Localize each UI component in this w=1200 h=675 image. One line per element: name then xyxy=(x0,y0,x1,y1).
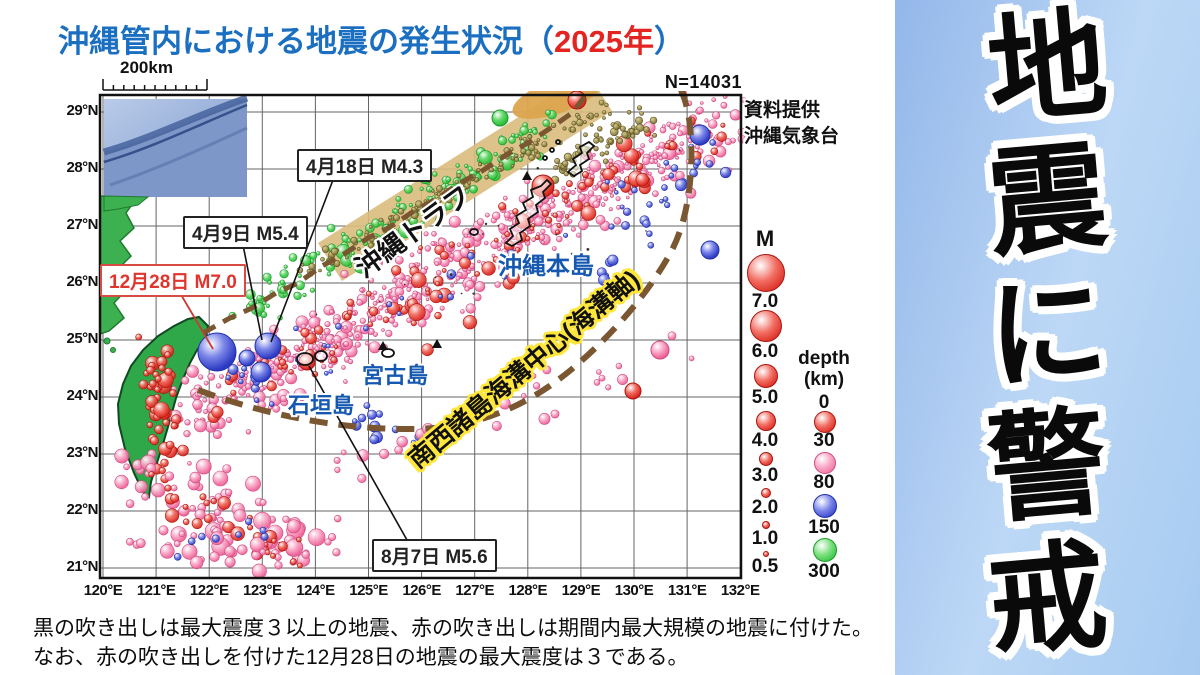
magnitude-legend-label: 6.0 xyxy=(751,341,779,362)
island-outlines xyxy=(296,139,596,366)
islet xyxy=(103,337,111,345)
depth-legend-label: 300 xyxy=(808,561,840,582)
lon-tick: 123°E xyxy=(243,582,282,599)
trench-axis-dashed-line xyxy=(196,91,695,433)
callout-leader-lines xyxy=(179,179,408,541)
lon-tick: 126°E xyxy=(402,582,441,599)
lon-tick: 130°E xyxy=(614,582,654,599)
credit-line: 沖縄気象台 xyxy=(744,126,840,147)
data-credit: 資料提供 沖縄気象台 xyxy=(744,98,839,150)
lon-tick: 125°E xyxy=(349,582,388,599)
alert-banner: 地震に警戒 xyxy=(895,0,1200,675)
magnitude-legend-circle xyxy=(756,411,776,431)
lon-tick: 124°E xyxy=(296,582,335,599)
lat-tick: 23°N xyxy=(66,444,98,461)
title-paren: ） xyxy=(653,24,685,59)
callout-apr9: 4月9日 M5.4 xyxy=(183,216,308,249)
depth-legend-label: 30 xyxy=(813,430,835,451)
scale-bar xyxy=(102,79,208,91)
caption-line: 黒の吹き出しは最大震度３以上の地震、赤の吹き出しは期間内最大規模の地震に付けた。 xyxy=(33,617,873,640)
lat-tick: 25°N xyxy=(66,330,98,347)
magnitude-legend-circle xyxy=(754,364,778,388)
ishigaki-island-label: 石垣島 xyxy=(288,393,355,418)
magnitude-legend-label: 5.0 xyxy=(751,387,779,408)
magnitude-legend-circle xyxy=(761,488,771,498)
scale-label: 200km xyxy=(120,58,173,77)
inset-map xyxy=(103,94,249,212)
lat-tick: 28°N xyxy=(66,159,98,176)
lon-tick: 122°E xyxy=(189,582,229,599)
title-year: 2025年 xyxy=(554,24,654,59)
callout-apr18: 4月18日 M4.3 xyxy=(297,149,433,182)
depth-legend-label: 0 xyxy=(818,392,830,413)
magnitude-legend-label: 2.0 xyxy=(751,497,779,518)
magnitude-legend-circle xyxy=(759,452,773,466)
lon-tick: 132°E xyxy=(720,582,760,599)
okinawa-trough-dashed-line xyxy=(201,93,588,336)
magnitude-legend-label: 7.0 xyxy=(751,291,779,312)
alert-banner-char: 戒 xyxy=(982,529,1112,671)
alert-banner-char: 警 xyxy=(982,396,1112,538)
magnitude-legend-label: 4.0 xyxy=(751,430,779,451)
magnitude-legend-label: 0.5 xyxy=(751,556,779,577)
lat-tick: 22°N xyxy=(66,501,98,518)
magnitude-legend-circle xyxy=(762,521,770,529)
depth-legend-label: 150 xyxy=(808,517,840,538)
lon-tick: 127°E xyxy=(455,582,494,599)
depth-legend-circle xyxy=(813,538,837,562)
title-paren: （ xyxy=(523,24,554,59)
miyako-island-label: 宮古島 xyxy=(362,363,429,388)
event-count: N=14031 xyxy=(664,72,742,92)
depth-legend-circle xyxy=(813,494,837,518)
magnitude-legend-circle xyxy=(750,310,782,342)
alert-banner-text: 地震に警戒 xyxy=(895,0,1200,671)
magnitude-legend-label: 3.0 xyxy=(751,465,779,486)
magnitude-legend-circle xyxy=(747,254,785,292)
volcano-triangles xyxy=(378,171,532,350)
depth-legend-circle xyxy=(814,452,836,474)
lat-tick: 24°N xyxy=(66,387,98,404)
lon-tick: 128°E xyxy=(508,582,548,599)
page-title: 沖縄管内における地震の発生状況（2025年） xyxy=(58,16,685,61)
credit-line: 資料提供 xyxy=(744,100,821,121)
callout-dec28-max-quake: 12月28日 M7.0 xyxy=(100,264,246,297)
depth-legend-title: (km) xyxy=(803,369,845,390)
magnitude-legend-title: M xyxy=(755,226,775,251)
lat-tick: 21°N xyxy=(66,558,98,575)
lat-tick: 26°N xyxy=(66,273,98,290)
depth-legend-circle xyxy=(814,411,836,433)
depth-legend-title: depth xyxy=(798,348,850,369)
lat-tick: 27°N xyxy=(66,216,98,233)
islet xyxy=(110,347,116,353)
lat-tick: 29°N xyxy=(66,102,98,119)
magnitude-legend-label: 1.0 xyxy=(751,528,779,549)
title-main: 沖縄管内における地震の発生状況 xyxy=(58,24,523,59)
lon-tick: 129°E xyxy=(561,582,601,599)
okinawa-main-island-label: 沖縄本島 xyxy=(498,253,594,280)
lon-tick: 131°E xyxy=(667,582,707,599)
map-frame xyxy=(98,93,743,580)
depth-legend-label: 80 xyxy=(813,472,835,493)
magnitude-legend-circle xyxy=(763,551,769,557)
callout-aug7: 8月7日 M5.6 xyxy=(372,539,497,572)
alert-banner-char: 震 xyxy=(982,130,1112,272)
footnote-caption: 黒の吹き出しは最大震度３以上の地震、赤の吹き出しは期間内最大規模の地震に付けた。… xyxy=(33,614,873,672)
lon-tick: 121°E xyxy=(136,582,176,599)
caption-line: なお、赤の吹き出しを付けた12月28日の地震の最大震度は３である。 xyxy=(33,646,689,669)
lon-tick: 120°E xyxy=(83,582,123,599)
alert-banner-char: に xyxy=(982,263,1112,405)
